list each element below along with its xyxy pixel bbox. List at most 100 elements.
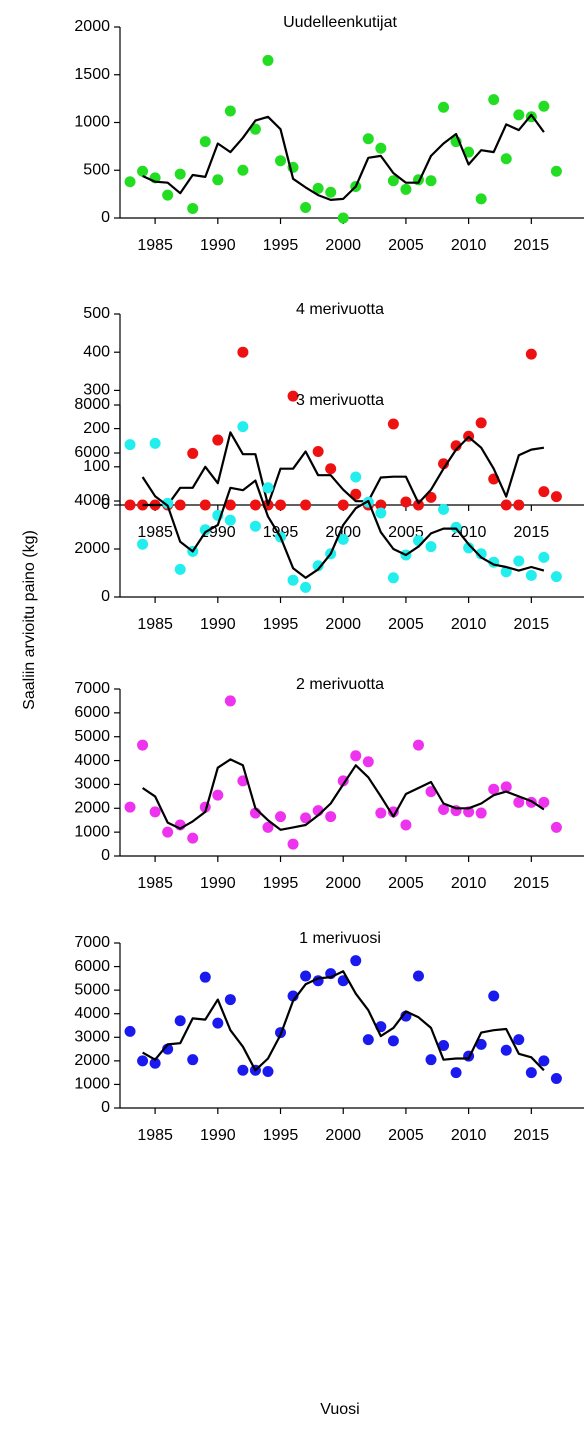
data-point	[425, 175, 437, 187]
data-point	[412, 499, 424, 511]
x-tick-label: 1985	[137, 524, 173, 541]
data-point	[300, 201, 312, 213]
x-tick-label: 2005	[388, 237, 424, 254]
data-point	[500, 499, 512, 511]
data-point	[199, 524, 211, 536]
data-point	[287, 838, 299, 850]
data-point	[174, 1015, 186, 1027]
data-point	[237, 346, 249, 358]
data-point	[312, 446, 324, 458]
data-point	[438, 803, 450, 815]
data-point	[475, 807, 487, 819]
x-tick-label: 2015	[514, 524, 550, 541]
chart-title: 3 merivuotta	[296, 392, 384, 409]
data-point	[149, 437, 161, 449]
data-point	[262, 821, 274, 833]
x-tick-label: 1995	[263, 616, 299, 633]
data-point	[538, 100, 550, 112]
data-point	[275, 155, 287, 167]
data-point	[149, 806, 161, 818]
data-point	[362, 1034, 374, 1046]
data-point	[513, 1034, 525, 1046]
x-tick-label: 2000	[325, 524, 361, 541]
data-point	[375, 499, 387, 511]
data-point	[312, 182, 324, 194]
data-point	[438, 458, 450, 470]
y-tick-label: 5000	[74, 728, 110, 745]
data-point	[212, 434, 224, 446]
data-point	[287, 390, 299, 402]
x-tick-label: 2000	[325, 237, 361, 254]
y-tick-label: 300	[83, 382, 110, 399]
y-tick-label: 6000	[74, 444, 110, 461]
data-point	[162, 826, 174, 838]
data-point	[337, 775, 349, 787]
y-tick-label: 3000	[74, 1029, 110, 1046]
x-tick-label: 1985	[137, 1127, 173, 1144]
data-point	[387, 572, 399, 584]
data-point	[500, 566, 512, 578]
data-point	[400, 496, 412, 508]
data-point	[325, 811, 337, 823]
panel: 1 merivuosi 0 1000 2000 3000 4000 5000 6000 7000…	[74, 930, 584, 1144]
data-point	[187, 832, 199, 844]
data-point	[513, 555, 525, 567]
data-point	[488, 990, 500, 1002]
data-point	[387, 175, 399, 187]
data-point	[137, 739, 149, 751]
data-point	[463, 542, 475, 554]
data-point	[162, 497, 174, 509]
x-tick-label: 2010	[451, 875, 487, 892]
x-tick-label: 1990	[200, 1127, 236, 1144]
data-point	[463, 146, 475, 158]
data-point	[300, 499, 312, 511]
data-point	[525, 569, 537, 581]
data-point	[425, 541, 437, 553]
panel: 4 merivuotta0100200300400500198519901995…	[83, 301, 584, 541]
data-point	[550, 571, 562, 583]
x-tick-label: 1995	[263, 875, 299, 892]
data-point	[475, 1038, 487, 1050]
data-point	[350, 471, 362, 483]
data-point	[375, 507, 387, 519]
chart-title: 2 merivuotta	[296, 676, 384, 693]
data-point	[550, 491, 562, 503]
y-tick-label: 2000	[74, 18, 110, 35]
data-point	[513, 109, 525, 121]
x-tick-label: 1985	[137, 237, 173, 254]
data-point	[262, 1065, 274, 1077]
data-point	[350, 750, 362, 762]
y-tick-label: 7000	[74, 680, 110, 697]
data-point	[237, 164, 249, 176]
data-point	[500, 781, 512, 793]
x-tick-label: 2005	[388, 1127, 424, 1144]
data-point	[137, 1055, 149, 1067]
x-tick-label: 2000	[325, 875, 361, 892]
x-tick-label: 1985	[137, 875, 173, 892]
data-point	[262, 54, 274, 66]
data-point	[375, 142, 387, 154]
data-point	[275, 811, 287, 823]
y-tick-label: 6000	[74, 958, 110, 975]
data-point	[350, 488, 362, 500]
y-tick-label: 0	[101, 588, 110, 605]
data-point	[538, 486, 550, 498]
chart-title: Uudelleenkutijat	[283, 14, 397, 31]
data-point	[199, 136, 211, 148]
data-point	[550, 1073, 562, 1085]
trend-line	[142, 970, 545, 1072]
data-point	[149, 1057, 161, 1069]
panel: Uudelleenkutijat 0 500 1000 1500 2000 1985 1990…	[74, 14, 584, 254]
data-point	[124, 499, 136, 511]
x-tick-label: 2015	[514, 1127, 550, 1144]
data-point	[300, 581, 312, 593]
y-tick-label: 2000	[74, 1052, 110, 1069]
data-point	[513, 796, 525, 808]
data-point	[224, 499, 236, 511]
data-point	[425, 491, 437, 503]
data-point	[538, 551, 550, 563]
y-tick-label: 1000	[74, 823, 110, 840]
y-tick-label: 2000	[74, 540, 110, 557]
data-point	[199, 971, 211, 983]
data-point	[124, 439, 136, 451]
